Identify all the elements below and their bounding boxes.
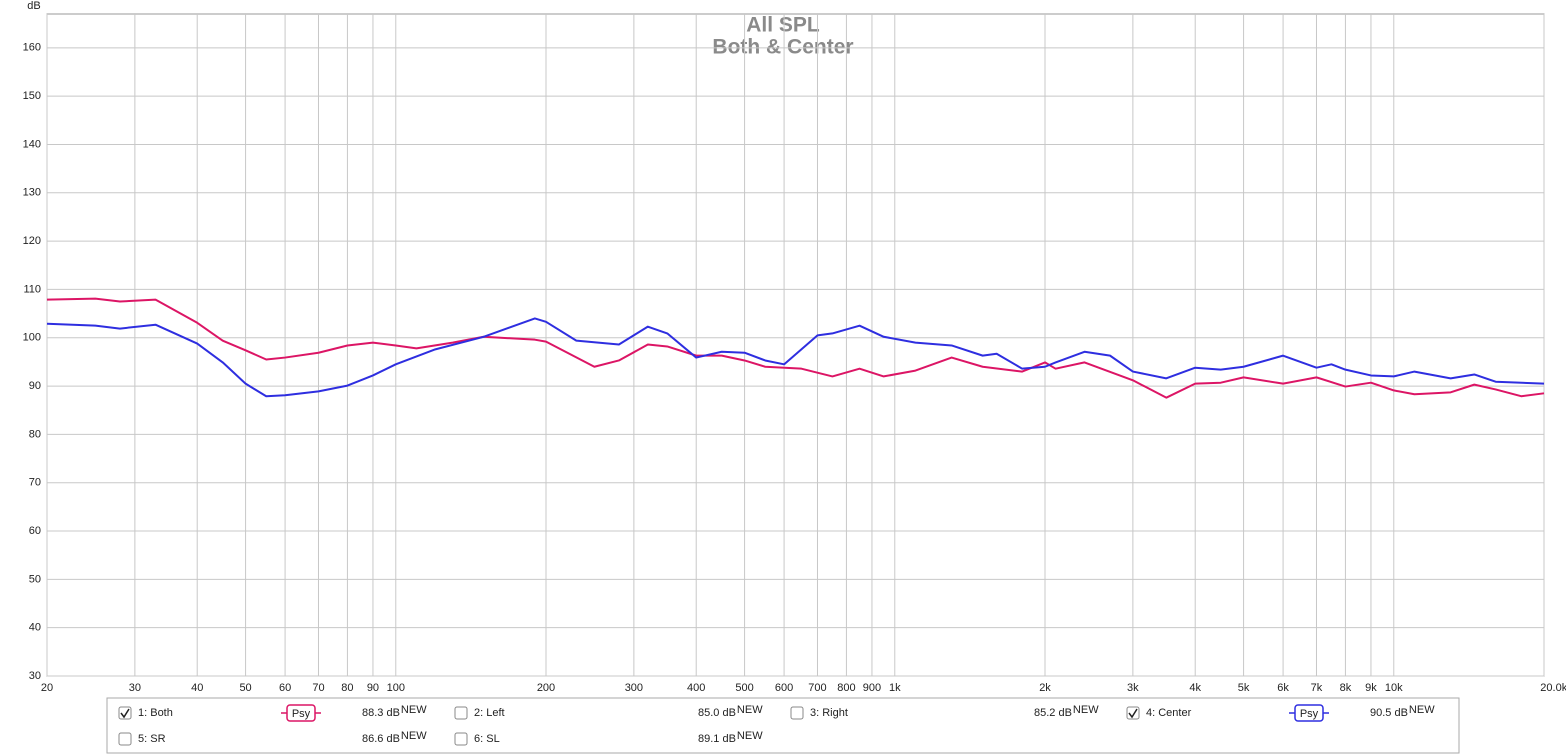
- x-tick-label: 9k: [1365, 682, 1377, 694]
- channel-label: 5: SR: [138, 733, 166, 745]
- x-tick-label: 3k: [1127, 682, 1139, 694]
- channel-level: 85.2 dB: [1034, 707, 1072, 719]
- x-tick-label: 10k: [1385, 682, 1403, 694]
- x-tick-label: 6k: [1277, 682, 1289, 694]
- channel-label: 3: Right: [810, 707, 848, 719]
- y-tick-label: 150: [23, 90, 41, 102]
- checkbox[interactable]: [118, 706, 132, 720]
- x-tick-label: 90: [367, 682, 379, 694]
- x-tick-label: 80: [341, 682, 353, 694]
- level-badge: NEW: [737, 704, 763, 716]
- level-badge: NEW: [737, 730, 763, 742]
- x-tick-label: 300: [625, 682, 643, 694]
- checkbox[interactable]: [118, 732, 132, 746]
- x-tick-label: 5k: [1238, 682, 1250, 694]
- x-tick-label: 900: [863, 682, 881, 694]
- x-tick-label: 4k: [1189, 682, 1201, 694]
- chart-subtitle: Both & Center: [712, 36, 853, 59]
- checkmark: [1128, 708, 1138, 719]
- y-tick-label: 140: [23, 138, 41, 150]
- channel-level: 85.0 dB: [698, 707, 736, 719]
- channel-label: 4: Center: [1146, 707, 1192, 719]
- series-line: [46, 297, 1545, 399]
- x-tick-label: 400: [687, 682, 705, 694]
- y-tick-label: 90: [29, 380, 41, 392]
- checkmark: [120, 708, 130, 719]
- y-tick-label: 130: [23, 187, 41, 199]
- chart-title: All SPL: [746, 14, 820, 37]
- x-tick-label: 700: [808, 682, 826, 694]
- series-line: [46, 317, 1545, 398]
- x-tick-label: 30: [129, 682, 141, 694]
- x-tick-label: 200: [537, 682, 555, 694]
- x-tick-label: 800: [837, 682, 855, 694]
- channel-label: 6: SL: [474, 733, 500, 745]
- checkbox[interactable]: [454, 732, 468, 746]
- channel-level: 86.6 dB: [362, 733, 400, 745]
- x-tick-label: 500: [735, 682, 753, 694]
- x-tick-label: 600: [775, 682, 793, 694]
- channel-label: 1: Both: [138, 707, 173, 719]
- x-tick-label: 40: [191, 682, 203, 694]
- channel-level: 88.3 dB: [362, 707, 400, 719]
- channel-level: 89.1 dB: [698, 733, 736, 745]
- x-tick-label: 100: [387, 682, 405, 694]
- level-badge: NEW: [1073, 704, 1099, 716]
- y-tick-label: 70: [29, 477, 41, 489]
- level-badge: NEW: [1409, 704, 1435, 716]
- x-tick-label: 2k: [1039, 682, 1051, 694]
- y-tick-label: 160: [23, 42, 41, 54]
- y-tick-label: 40: [29, 622, 41, 634]
- y-tick-label: 80: [29, 428, 41, 440]
- psy-label: Psy: [1300, 708, 1319, 720]
- channel-label: 2: Left: [474, 707, 505, 719]
- checkbox[interactable]: [454, 706, 468, 720]
- x-tick-label: 70: [312, 682, 324, 694]
- y-tick-label: 60: [29, 525, 41, 537]
- level-badge: NEW: [401, 704, 427, 716]
- y-tick-label: 50: [29, 573, 41, 585]
- y-tick-label: 110: [23, 283, 41, 295]
- x-tick-label: 8k: [1340, 682, 1352, 694]
- y-tick-label: 100: [23, 332, 41, 344]
- x-tick-label: 50: [239, 682, 251, 694]
- psy-label: Psy: [292, 708, 311, 720]
- x-tick-label: 20.0k Hz: [1540, 682, 1566, 694]
- x-tick-label: 60: [279, 682, 291, 694]
- psy-button[interactable]: [286, 704, 316, 722]
- y-axis-label: dB: [27, 0, 40, 12]
- level-badge: NEW: [401, 730, 427, 742]
- x-tick-label: 7k: [1311, 682, 1323, 694]
- channel-level: 90.5 dB: [1370, 707, 1408, 719]
- checkbox[interactable]: [1126, 706, 1140, 720]
- x-tick-label: 1k: [889, 682, 901, 694]
- psy-button[interactable]: [1294, 704, 1324, 722]
- legend-panel: [106, 697, 1460, 754]
- y-tick-label: 120: [23, 235, 41, 247]
- y-tick-label: 30: [29, 670, 41, 682]
- x-tick-label: 20: [41, 682, 53, 694]
- checkbox[interactable]: [790, 706, 804, 720]
